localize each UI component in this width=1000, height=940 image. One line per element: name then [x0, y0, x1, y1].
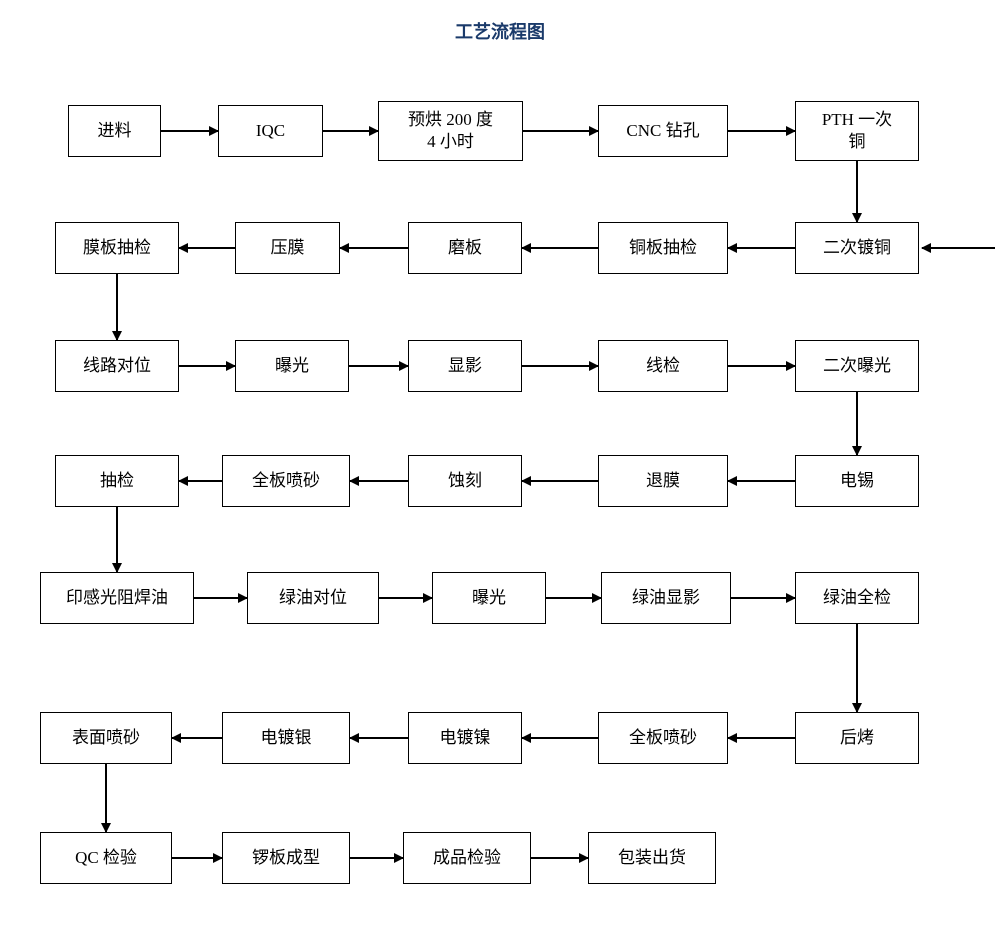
flow-node: 磨板 [408, 222, 522, 274]
flow-node: 退膜 [598, 455, 728, 507]
flow-node: 电镀银 [222, 712, 350, 764]
flow-node: CNC 钻孔 [598, 105, 728, 157]
flow-node: 后烤 [795, 712, 919, 764]
flow-node: 曝光 [432, 572, 546, 624]
flow-node: 绿油显影 [601, 572, 731, 624]
flow-node: 铜板抽检 [598, 222, 728, 274]
flow-node: 电镀镍 [408, 712, 522, 764]
flow-node: PTH 一次 铜 [795, 101, 919, 161]
flow-node: 进料 [68, 105, 161, 157]
flow-node: 全板喷砂 [598, 712, 728, 764]
flow-node: IQC [218, 105, 323, 157]
flow-node: 二次曝光 [795, 340, 919, 392]
flow-node: 曝光 [235, 340, 349, 392]
flow-node: 包装出货 [588, 832, 716, 884]
flow-node: 膜板抽检 [55, 222, 179, 274]
flow-node: 锣板成型 [222, 832, 350, 884]
flow-node: 预烘 200 度 4 小时 [378, 101, 523, 161]
flow-node: 绿油全检 [795, 572, 919, 624]
flow-node: 全板喷砂 [222, 455, 350, 507]
flow-node: 印感光阻焊油 [40, 572, 194, 624]
flow-node: 线检 [598, 340, 728, 392]
flow-node: 线路对位 [55, 340, 179, 392]
flow-node: 压膜 [235, 222, 340, 274]
flow-node: 绿油对位 [247, 572, 379, 624]
flow-node: QC 检验 [40, 832, 172, 884]
flow-node: 蚀刻 [408, 455, 522, 507]
flow-node: 成品检验 [403, 832, 531, 884]
flow-node: 抽检 [55, 455, 179, 507]
flow-node: 表面喷砂 [40, 712, 172, 764]
diagram-title: 工艺流程图 [0, 18, 1000, 44]
flow-node: 显影 [408, 340, 522, 392]
flow-node: 二次镀铜 [795, 222, 919, 274]
flow-node: 电锡 [795, 455, 919, 507]
